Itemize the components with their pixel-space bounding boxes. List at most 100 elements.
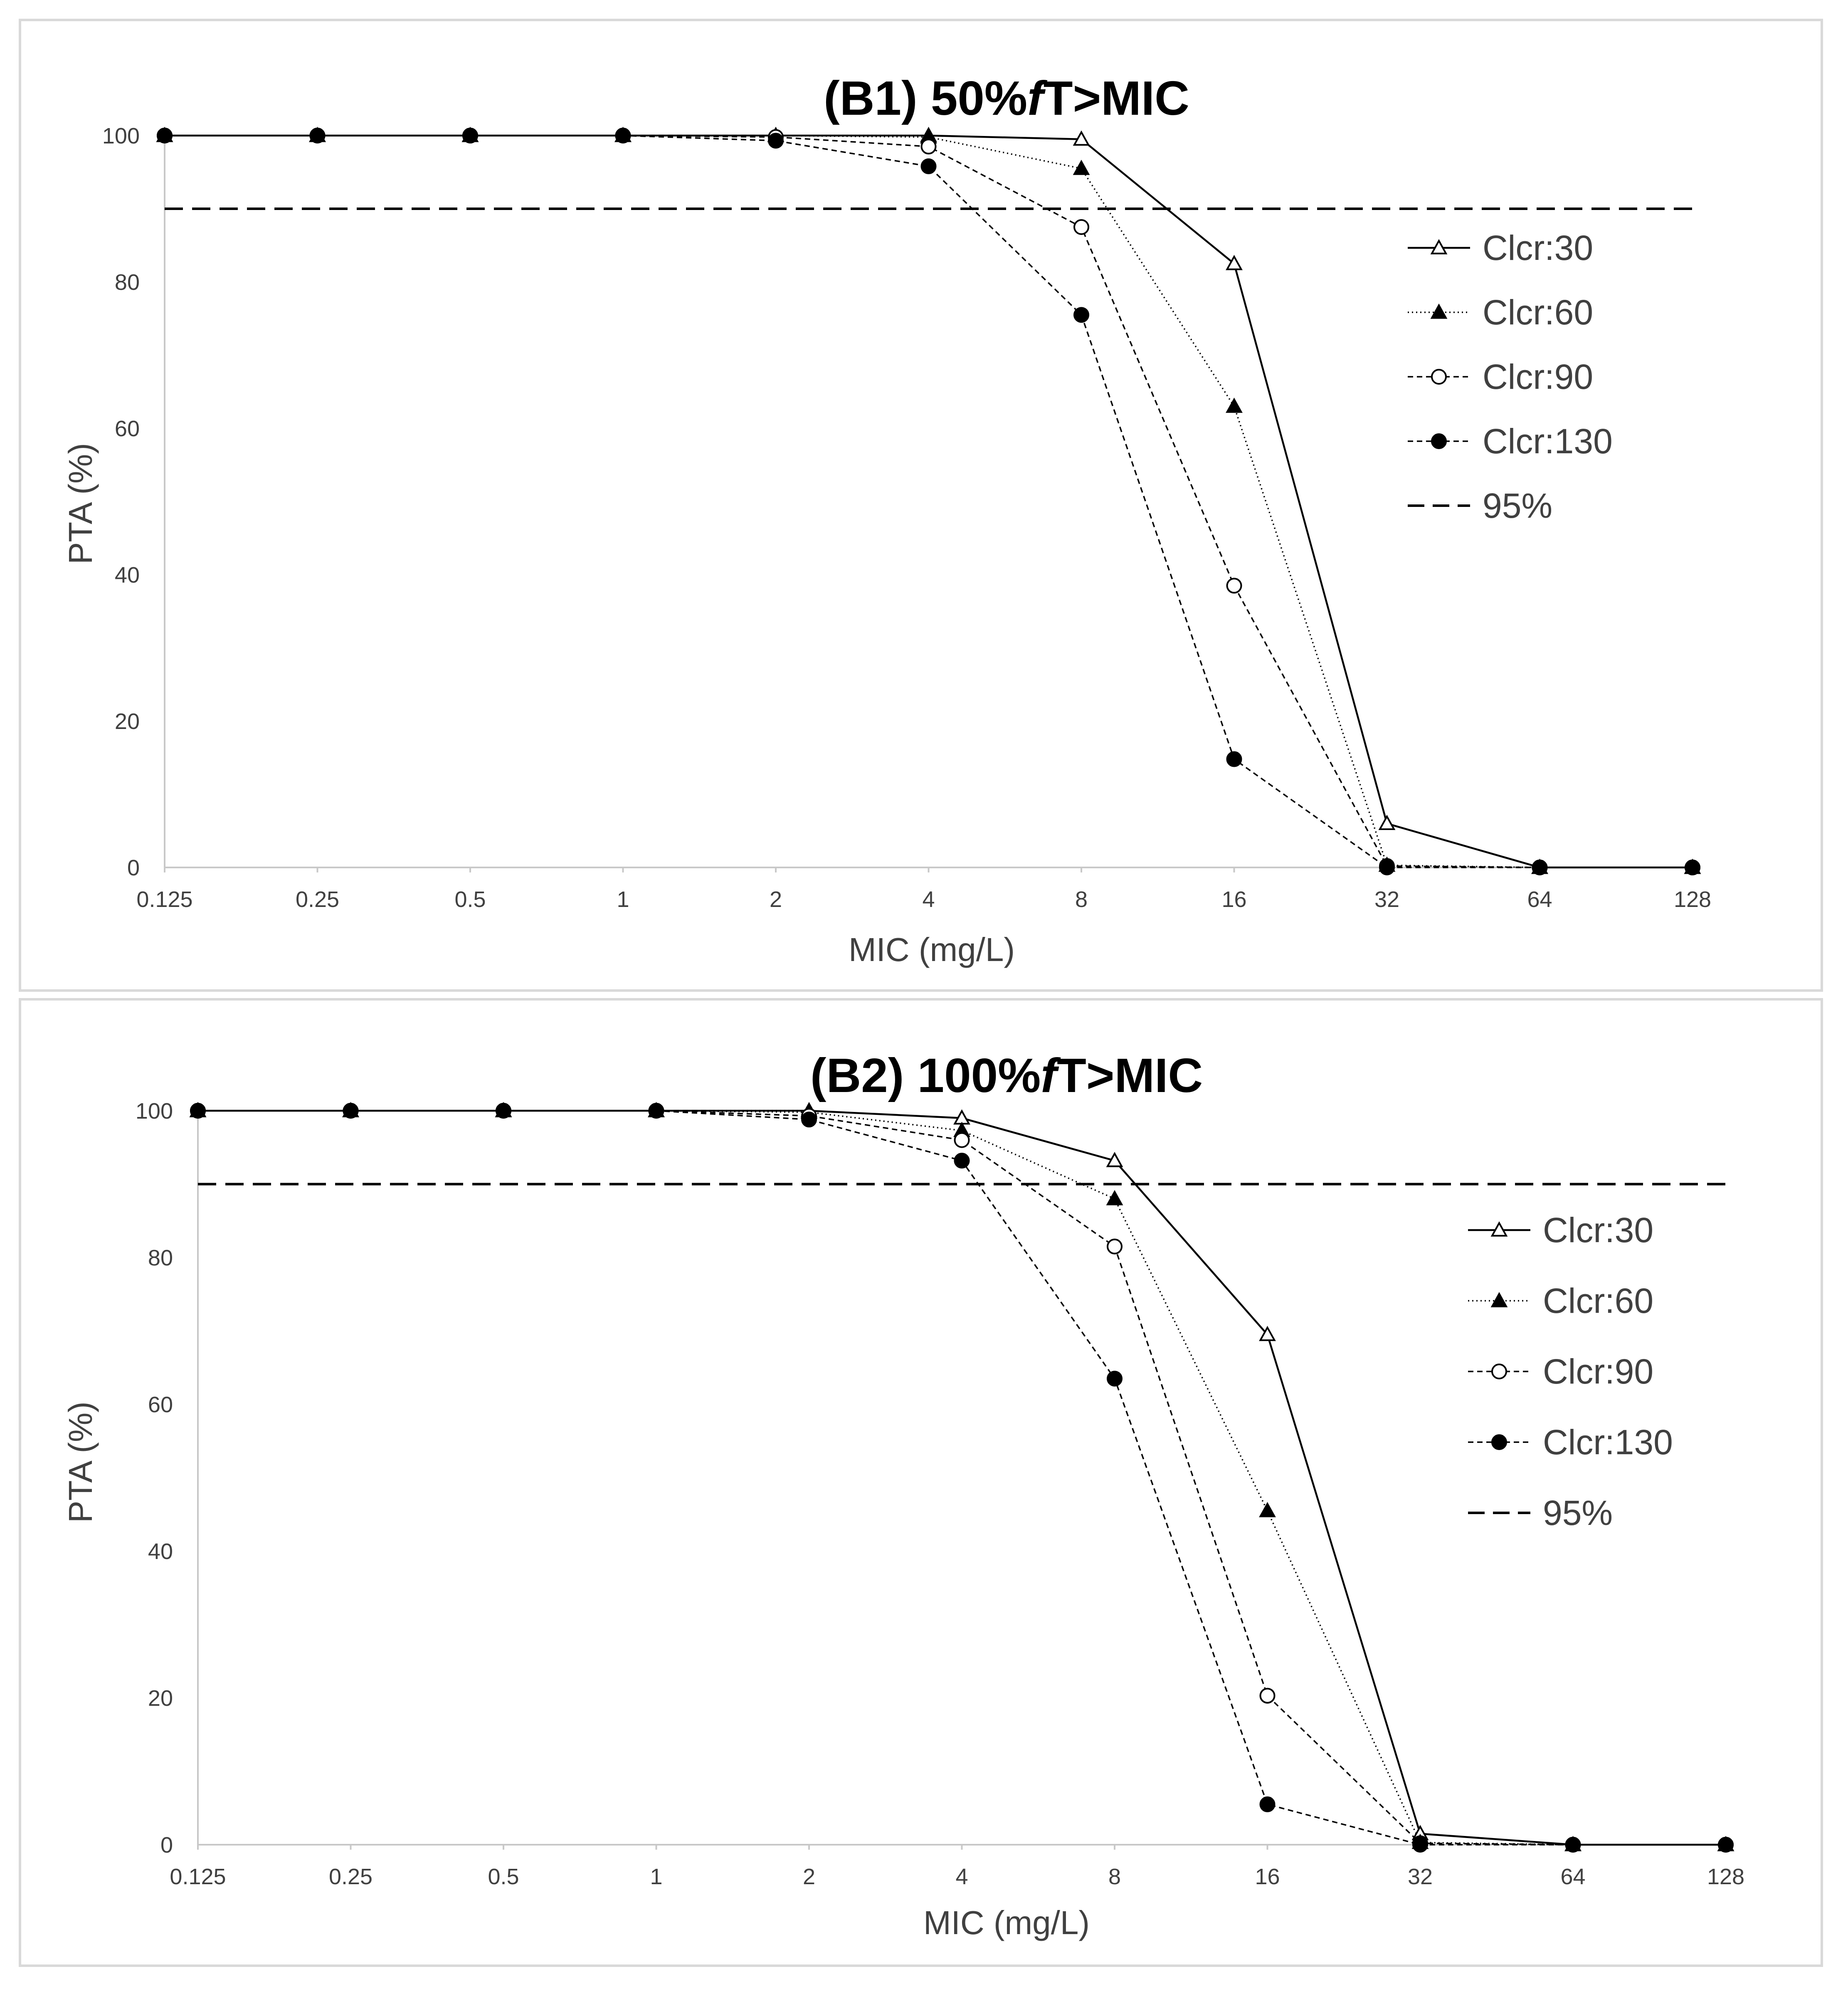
series-line-clcr-130 [165,135,1693,868]
data-point-clcr-90 [920,138,937,155]
x-tick-label: 2 [803,1864,815,1889]
y-tick-label: 60 [115,416,140,441]
chart-panel-b2: (B2) 100%fT>MIC MIC (mg/L) PTA (%) 0.125… [19,998,1823,1967]
legend-marker [1430,303,1448,319]
y-tick-label: 100 [102,124,140,148]
chart-b1-svg: (B1) 50%fT>MIC MIC (mg/L) PTA (%) 0.125 0… [62,71,1711,968]
data-point-clcr-130 [1226,751,1242,767]
title-part-1: (B1) 50% [824,71,1027,125]
data-point-clcr-130 [920,158,937,174]
y-tick-label: 100 [136,1099,173,1124]
data-point-clcr-90 [1259,1688,1276,1704]
data-point-clcr-130 [1532,860,1548,875]
data-point-clcr-90 [1073,219,1089,235]
title-part-2: T>MIC [1057,1048,1203,1102]
data-point-clcr-130 [190,1103,206,1119]
x-tick-label: 2 [770,887,782,912]
data-point-clcr-130 [1685,860,1700,875]
x-tick-label: 16 [1221,887,1246,912]
data-point-clcr-30 [1073,130,1090,146]
legend-label: Clcr:60 [1483,293,1593,332]
data-point-clcr-30 [1226,254,1243,270]
y-tick-label: 40 [115,563,140,588]
legend-label-reference: 95% [1483,486,1552,525]
series-line-clcr-90 [165,135,1693,868]
x-axis-label: MIC (mg/L) [849,931,1015,968]
x-tick-label: 8 [1108,1864,1121,1889]
y-tick-label: 0 [127,855,140,880]
chart-b2-svg: (B2) 100%fT>MIC MIC (mg/L) PTA (%) 0.125… [62,1048,1744,1941]
x-tick-label: 16 [1255,1864,1280,1889]
series-line-clcr-30 [198,1109,1726,1846]
data-point-clcr-130 [462,128,478,143]
data-point-clcr-130 [615,128,631,143]
data-point-clcr-130 [768,133,784,149]
series-line-clcr-30 [165,134,1693,869]
series-line-clcr-130 [198,1110,1726,1846]
chart-title: (B2) 100%fT>MIC [810,1048,1203,1102]
data-point-clcr-60 [1106,1190,1123,1206]
title-part-1: (B2) 100% [810,1048,1041,1102]
x-tick-label: 64 [1560,1864,1585,1889]
data-point-clcr-130 [1565,1837,1581,1853]
series-line-clcr-60 [165,135,1693,868]
y-tick-label: 80 [148,1245,173,1270]
x-tick-label: 0.25 [296,887,339,912]
x-tick-label: 128 [1707,1864,1744,1889]
y-tick-label: 0 [160,1833,173,1858]
data-point-clcr-60 [1073,160,1090,175]
legend-marker [1431,433,1447,449]
x-tick-label: 64 [1527,887,1552,912]
data-point-clcr-130 [309,128,326,143]
data-point-clcr-130 [496,1103,511,1119]
legend-label: Clcr:90 [1483,357,1593,396]
legend-marker [1431,369,1447,385]
data-point-clcr-130 [1107,1371,1123,1387]
data-point-clcr-130 [648,1103,664,1119]
legend-label: Clcr:60 [1543,1281,1653,1320]
data-point-clcr-60 [1226,398,1243,413]
legend-marker [1491,1364,1507,1379]
legend-label: Clcr:30 [1543,1211,1653,1250]
legend-label: Clcr:30 [1483,228,1593,267]
x-tick-label: 32 [1374,887,1399,912]
data-point-clcr-30 [1259,1326,1276,1341]
data-point-clcr-30 [1378,815,1396,830]
data-point-clcr-90 [954,1132,970,1148]
y-tick-label: 60 [148,1392,173,1417]
legend-label: Clcr:90 [1543,1352,1653,1391]
data-point-clcr-90 [1107,1238,1123,1255]
chart-title: (B1) 50%fT>MIC [824,71,1189,125]
legend-label-reference: 95% [1543,1493,1613,1532]
series-line-clcr-90 [198,1110,1726,1846]
x-tick-label: 4 [955,1864,968,1889]
data-point-clcr-130 [157,128,173,143]
legend-marker [1491,1434,1507,1450]
y-axis-label: PTA (%) [62,443,99,564]
x-tick-label: 0.125 [170,1864,226,1889]
data-point-clcr-130 [1379,860,1395,875]
series-line-clcr-60 [198,1110,1726,1846]
y-tick-label: 40 [148,1539,173,1564]
y-tick-label: 20 [115,709,140,734]
y-axis-label: PTA (%) [62,1401,99,1523]
data-point-clcr-60 [1259,1502,1276,1517]
x-tick-label: 0.25 [329,1864,373,1889]
data-point-clcr-130 [954,1153,970,1169]
data-point-clcr-130 [1073,307,1089,323]
x-tick-label: 8 [1075,887,1088,912]
y-tick-label: 20 [148,1686,173,1711]
data-point-clcr-90 [1226,578,1242,594]
x-tick-label: 0.125 [136,887,192,912]
legend-label: Clcr:130 [1543,1423,1673,1462]
legend-marker [1430,239,1448,254]
y-tick-label: 80 [115,270,140,295]
data-point-clcr-130 [801,1112,817,1128]
x-tick-label: 0.5 [454,887,486,912]
data-point-clcr-30 [1106,1151,1123,1167]
x-tick-label: 1 [650,1864,662,1889]
x-tick-label: 0.5 [488,1864,519,1889]
data-point-clcr-130 [1718,1837,1734,1853]
data-point-clcr-130 [343,1103,359,1119]
x-tick-label: 4 [922,887,935,912]
